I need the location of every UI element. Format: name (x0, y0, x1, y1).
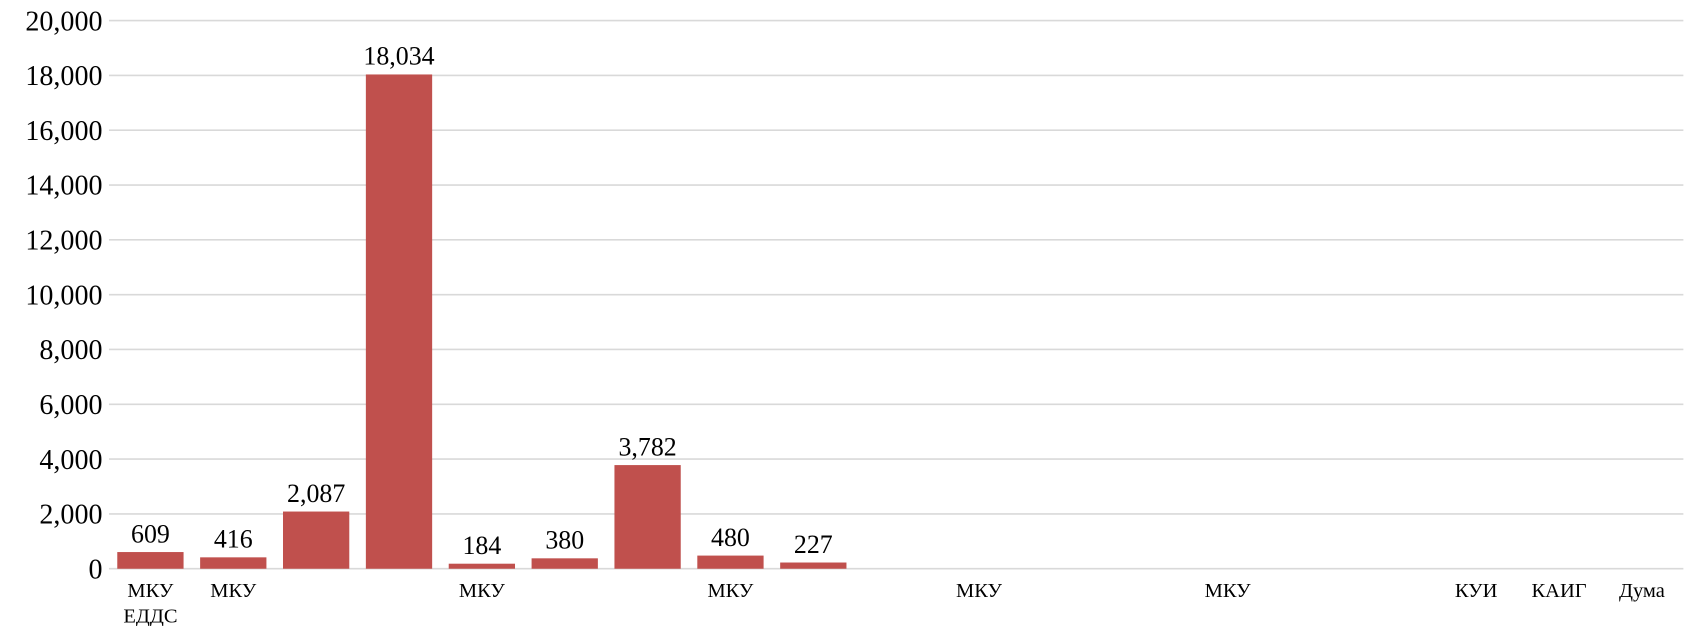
data-label: 3,782 (618, 432, 676, 461)
bar (531, 558, 598, 569)
bar (780, 562, 847, 569)
x-tick-label: МКУ (1205, 580, 1251, 602)
data-label: 380 (545, 526, 584, 555)
y-tick-label: 14,000 (25, 171, 102, 202)
y-tick-label: 18,000 (25, 61, 102, 92)
x-tick-label-line: МКУ (210, 580, 256, 602)
x-tick-label: Дума (1619, 580, 1665, 602)
data-label: 2,087 (287, 479, 345, 508)
x-tick-label-line: КАИГ (1532, 580, 1587, 602)
bar (448, 563, 516, 569)
x-tick-label-line: МКУ (127, 580, 173, 602)
x-tick-label-line: МКУ (459, 580, 505, 602)
y-tick-label: 4,000 (39, 445, 102, 476)
data-label: 416 (214, 525, 253, 554)
y-tick-label: 2,000 (39, 500, 102, 531)
x-tick-label-line: МКУ (707, 580, 753, 602)
x-tick-label-line: МКУ (956, 580, 1002, 602)
bar (117, 552, 184, 569)
data-label: 18,034 (363, 42, 434, 71)
y-tick-label: 10,000 (25, 280, 102, 311)
data-label: 609 (131, 519, 170, 548)
x-tick-label: МКУ (210, 580, 256, 602)
y-tick-label: 0 (88, 554, 102, 585)
y-tick-label: 8,000 (39, 335, 102, 366)
data-label: 480 (711, 523, 750, 552)
x-tick-label: КУИ (1455, 580, 1498, 602)
x-tick-label-line: КУИ (1455, 580, 1498, 602)
data-label: 184 (462, 531, 501, 560)
x-tick-label: МКУ ЕДДС (123, 580, 177, 626)
y-tick-label: 16,000 (25, 116, 102, 147)
x-tick-label-line: Дума (1619, 580, 1665, 602)
x-tick-label-line: МКУ (1205, 580, 1251, 602)
bar (697, 555, 764, 569)
data-label: 227 (794, 530, 833, 559)
bar (282, 511, 350, 569)
x-tick-label: МКУ (707, 580, 753, 602)
x-tick-label: МКУ (459, 580, 505, 602)
y-tick-label: 20,000 (25, 6, 102, 37)
bar (200, 557, 267, 569)
x-tick-label: МКУ (956, 580, 1002, 602)
y-tick-label: 12,000 (25, 226, 102, 257)
bar (365, 74, 433, 569)
x-tick-label-line: ЕДДС (123, 606, 177, 626)
x-tick-label: КАИГ (1532, 580, 1587, 602)
y-tick-label: 6,000 (39, 390, 102, 421)
bar (614, 465, 681, 569)
